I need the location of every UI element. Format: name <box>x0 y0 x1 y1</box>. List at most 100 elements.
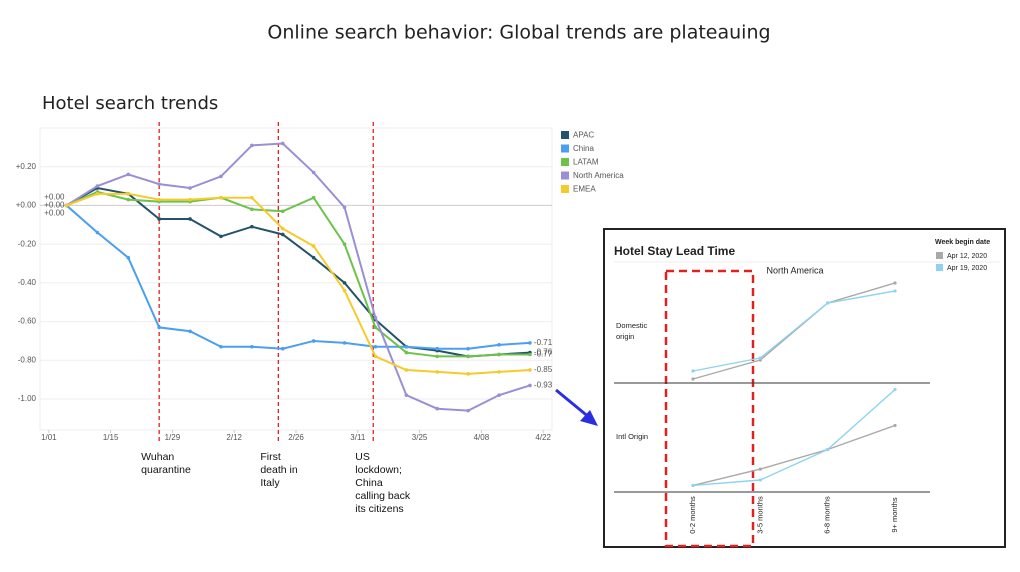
end-label: -0.76 <box>534 348 553 357</box>
point <box>250 195 254 200</box>
legend-swatch <box>561 131 569 139</box>
start-label: +0.00 <box>44 201 65 210</box>
point <box>342 341 347 345</box>
point <box>466 354 470 359</box>
point <box>893 281 897 285</box>
point <box>280 226 285 231</box>
point <box>280 346 285 351</box>
x-tick-label: 2/12 <box>226 433 242 442</box>
point <box>826 301 830 305</box>
point <box>311 195 316 200</box>
legend-swatch <box>561 171 569 180</box>
point <box>219 234 223 239</box>
highlight-box <box>664 269 755 548</box>
point <box>373 325 378 330</box>
legend-swatch <box>936 264 943 271</box>
point <box>280 141 285 146</box>
event-label: lockdown; <box>355 464 402 476</box>
x-tick-label: 3/11 <box>350 433 366 442</box>
point <box>758 467 762 471</box>
point <box>404 393 409 397</box>
point <box>188 217 192 221</box>
arrow-head <box>580 410 598 426</box>
point <box>188 186 192 190</box>
y-tick-label: -0.60 <box>18 317 37 326</box>
row-label: Intl Origin <box>616 432 648 441</box>
x-tick-label: 0-2 months <box>688 496 697 534</box>
y-tick-label: +0.20 <box>16 162 37 171</box>
x-tick-label: 1/29 <box>165 433 181 442</box>
y-tick-label: -1.00 <box>18 394 37 403</box>
event-label: death in <box>260 464 298 476</box>
chart-title: Hotel search trends <box>42 93 218 114</box>
point <box>280 209 285 214</box>
event-label: China <box>355 477 383 489</box>
x-tick-label: 1/15 <box>103 433 119 442</box>
event-label: its citizens <box>355 503 403 515</box>
point <box>435 406 440 411</box>
point <box>893 387 897 392</box>
legend-label: North America <box>573 171 624 180</box>
series-line <box>692 290 896 372</box>
point <box>126 192 131 196</box>
point <box>311 339 316 343</box>
event-label: quarantine <box>141 464 191 476</box>
point <box>691 377 695 381</box>
point <box>157 217 161 221</box>
legend-label: EMEA <box>573 185 596 194</box>
point <box>404 344 409 349</box>
point <box>250 224 254 229</box>
legend-swatch <box>561 185 569 193</box>
point <box>497 393 501 397</box>
point <box>219 195 223 200</box>
point <box>893 289 897 293</box>
x-tick-label: 6-8 months <box>823 496 832 534</box>
point <box>311 244 316 248</box>
point <box>311 255 316 260</box>
legend-label: APAC <box>573 131 594 140</box>
point <box>157 182 161 186</box>
y-tick-label: -0.80 <box>18 355 37 364</box>
y-tick-label: -0.20 <box>18 239 37 248</box>
event-label: Italy <box>260 477 280 489</box>
point <box>188 197 192 202</box>
start-label: +0.00 <box>44 193 65 202</box>
x-tick-label: 4/08 <box>474 433 490 442</box>
legend-label: China <box>573 144 594 153</box>
legend-swatch <box>936 252 943 259</box>
event-label: US <box>355 451 370 463</box>
point <box>373 354 378 359</box>
point <box>528 352 532 357</box>
x-tick-label: 3/25 <box>412 433 428 442</box>
point <box>188 329 192 334</box>
point <box>342 288 347 293</box>
series-line <box>692 424 896 487</box>
point <box>373 344 378 349</box>
point <box>280 232 285 237</box>
x-tick-label: 9+ months <box>890 497 899 532</box>
start-label: +0.00 <box>44 209 65 218</box>
point <box>758 356 762 360</box>
point <box>342 281 347 285</box>
point <box>528 383 532 388</box>
end-label: -0.93 <box>534 381 553 390</box>
point <box>691 483 695 488</box>
point <box>497 370 501 374</box>
point <box>373 315 378 320</box>
series-line <box>66 190 530 358</box>
point <box>64 203 69 208</box>
series-line <box>692 282 896 380</box>
point <box>497 343 501 347</box>
point <box>126 197 131 202</box>
row-label: origin <box>616 332 634 341</box>
point <box>404 350 409 355</box>
series-line <box>65 142 531 412</box>
legend-swatch <box>561 144 569 153</box>
point <box>758 478 762 482</box>
point <box>528 341 532 345</box>
point <box>466 408 470 413</box>
panel-label: North America <box>766 265 823 275</box>
point <box>342 242 347 246</box>
legend-swatch <box>561 158 569 166</box>
point <box>528 368 532 372</box>
